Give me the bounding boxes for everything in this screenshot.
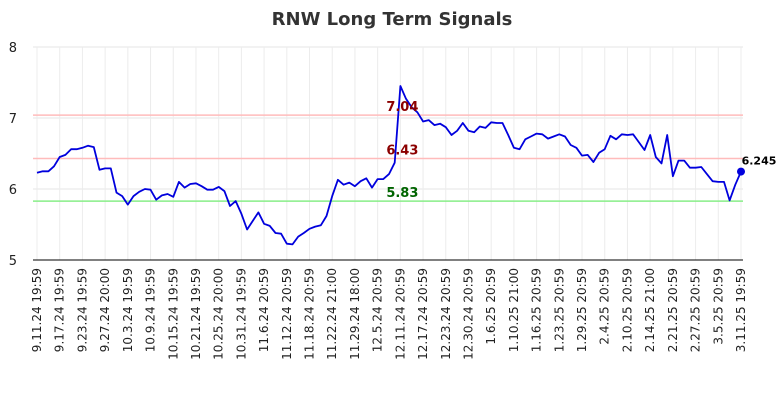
x-tick-label: 9.17.24 19:59 (53, 268, 67, 352)
x-tick-label: 9.27.24 20:00 (98, 268, 112, 352)
x-tick-label: 10.31.24 19:59 (234, 268, 248, 360)
x-tick-label: 12.30.24 20:59 (461, 268, 475, 360)
signal-label: 7.04 (386, 100, 418, 115)
y-tick-label: 5 (9, 254, 17, 269)
x-tick-label: 11.18.24 20:59 (303, 268, 317, 360)
x-tick-label: 10.21.24 19:59 (189, 268, 203, 360)
signal-labels: 7.04 6.43 5.83 6.245 (386, 100, 776, 201)
price-line (36, 85, 742, 246)
x-tick-label: 12.23.24 20:59 (439, 268, 453, 360)
x-tick-label: 1.6.25 20:59 (484, 268, 498, 345)
y-tick-label: 8 (9, 41, 17, 56)
signal-label: 5.83 (386, 186, 418, 201)
series-layer (36, 85, 745, 246)
x-tick-label: 12.11.24 20:59 (393, 268, 407, 360)
x-tick-label: 2.10.25 20:59 (620, 268, 634, 352)
x-tick-label: 9.11.24 19:59 (30, 268, 44, 352)
x-tick-label: 10.15.24 19:59 (166, 268, 180, 360)
x-tick-label: 2.4.25 20:59 (598, 268, 612, 345)
x-tick-label: 1.23.25 20:59 (552, 268, 566, 352)
x-tick-label: 12.17.24 20:59 (416, 268, 430, 360)
x-tick-label: 11.29.24 18:00 (348, 268, 362, 360)
x-tick-label: 10.9.24 19:59 (144, 268, 158, 352)
x-tick-label: 11.12.24 20:59 (280, 268, 294, 360)
chart-title: RNW Long Term Signals (272, 9, 513, 30)
x-tick-label: 12.5.24 20:59 (371, 268, 385, 352)
x-tick-label: 1.29.25 20:59 (575, 268, 589, 352)
last-point-marker (737, 167, 745, 176)
x-tick-label: 9.23.24 19:59 (75, 268, 89, 352)
x-tick-label: 2.21.25 20:59 (666, 268, 680, 352)
x-tick-label: 10.3.24 19:59 (121, 268, 135, 352)
x-tick-label: 11.6.24 20:59 (257, 268, 271, 352)
x-tick-label: 3.5.25 20:59 (711, 268, 725, 345)
x-tick-label: 11.22.24 21:00 (325, 268, 339, 360)
x-tick-label: 2.27.25 20:59 (689, 268, 703, 352)
x-tick-label: 10.25.24 20:00 (212, 268, 226, 360)
signal-lines (33, 114, 743, 202)
y-tick-label: 7 (9, 112, 17, 127)
x-tick-label: 1.10.25 21:00 (507, 268, 521, 352)
signal-label: 6.43 (386, 143, 418, 158)
last-point-label: 6.245 (742, 155, 777, 168)
y-tick-label: 6 (9, 183, 17, 198)
x-tick-label: 2.14.25 21:00 (643, 268, 657, 352)
axes: 5 6 7 8 9.11.24 19:59 9.17.24 19:59 9.23.24 19… (9, 41, 748, 360)
x-tick-label: 3.11.25 19:59 (734, 268, 748, 352)
x-tick-label: 1.16.25 20:59 (530, 268, 544, 352)
